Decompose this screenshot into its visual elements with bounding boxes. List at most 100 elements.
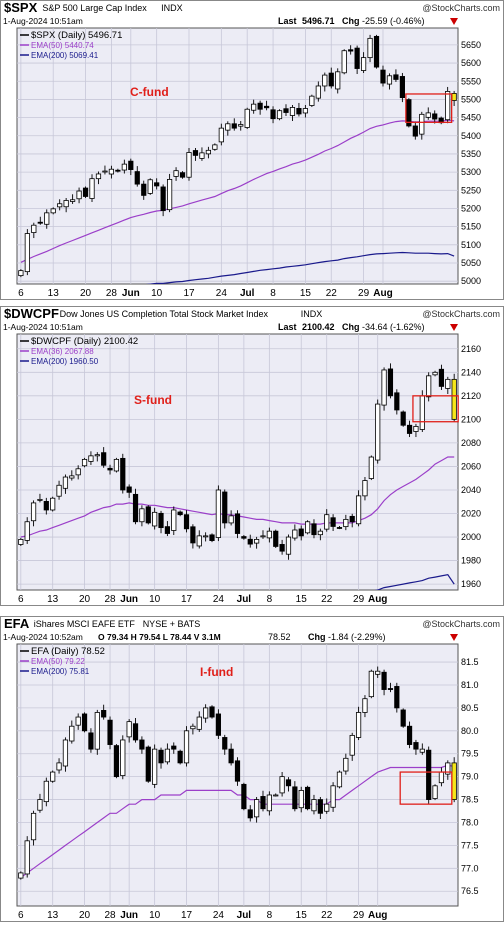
candle: [273, 794, 279, 797]
candle: [30, 502, 37, 522]
candle: [167, 179, 173, 211]
candle: [425, 112, 431, 118]
candle: [328, 72, 334, 87]
candle: [164, 526, 170, 534]
chg-value: -1.84 (-2.29%): [328, 632, 386, 642]
x-tick-label: Aug: [373, 288, 392, 299]
candle: [445, 378, 451, 389]
candle: [375, 403, 381, 461]
candle: [413, 426, 419, 432]
candle: [279, 544, 285, 552]
instrument-name: S&P 500 Large Cap Index: [42, 3, 147, 13]
candle: [94, 712, 100, 750]
candle: [18, 872, 24, 879]
candle: [141, 183, 147, 196]
candle: [354, 47, 360, 69]
x-tick-label: Jul: [237, 594, 252, 605]
y-tick-label: 2120: [461, 391, 481, 401]
candle: [164, 748, 170, 763]
y-tick-label: 79.0: [461, 772, 479, 782]
candle: [283, 108, 289, 113]
candle: [139, 739, 145, 750]
candle: [266, 794, 272, 812]
candle: [56, 484, 62, 497]
x-tick-label: 10: [151, 288, 163, 299]
candle: [373, 35, 380, 68]
candle: [196, 716, 202, 730]
candle: [451, 93, 457, 101]
candle: [205, 149, 212, 155]
candle: [50, 208, 56, 214]
x-tick-label: Aug: [368, 594, 387, 605]
candle: [324, 803, 330, 812]
y-tick-label: 77.0: [461, 863, 479, 873]
candle: [263, 105, 270, 109]
candle: [177, 750, 183, 764]
candle: [234, 513, 241, 534]
candle: [413, 742, 419, 750]
candle: [190, 526, 196, 544]
candle: [298, 528, 304, 537]
candle: [238, 124, 244, 127]
candle: [94, 454, 100, 457]
x-tick-label: Jun: [122, 288, 140, 299]
candle: [257, 102, 263, 110]
candle: [56, 762, 62, 771]
candle: [222, 491, 228, 524]
candle: [445, 762, 451, 775]
last-value: 2100.42: [302, 322, 335, 332]
candle: [82, 187, 89, 197]
fund-annotation: I-fund: [200, 665, 233, 679]
candle: [231, 123, 237, 129]
candle: [120, 457, 126, 491]
ema200-line: [374, 574, 455, 590]
chg-label: Chg: [308, 632, 326, 642]
candle: [419, 395, 425, 430]
candle: [81, 458, 88, 467]
candle: [199, 152, 205, 159]
candle: [451, 378, 457, 420]
candle: [375, 670, 381, 675]
candle: [360, 57, 367, 71]
candle: [75, 468, 81, 476]
candle: [101, 709, 107, 718]
candle: [186, 152, 192, 178]
candle: [362, 480, 368, 497]
legend-entry: EMA(200) 75.81: [31, 667, 90, 676]
candle: [367, 37, 373, 59]
candle: [432, 785, 438, 799]
chart-panel-spx: $SPX S&P 500 Large Cap Index INDX @StockCha…: [0, 0, 504, 300]
chart-panel-dwcpf: $DWCPF Dow Jones US Completion Total Stoc…: [0, 306, 504, 606]
y-tick-label: 5150: [461, 222, 481, 232]
candle: [228, 748, 234, 764]
x-tick-label: 28: [106, 288, 118, 299]
candle: [24, 521, 30, 541]
candle: [228, 515, 234, 524]
x-tick-label: 22: [326, 288, 338, 299]
candle: [126, 721, 132, 738]
candle: [368, 456, 374, 479]
x-tick-label: 17: [183, 288, 195, 299]
candle: [394, 392, 400, 411]
candle: [432, 371, 438, 376]
candle: [381, 369, 387, 406]
candle: [336, 771, 343, 788]
candle: [63, 200, 69, 208]
exchange-label: NYSE + BATS: [143, 619, 201, 629]
legend-entry: EMA(50) 5440.74: [31, 41, 94, 50]
y-tick-label: 80.5: [461, 703, 479, 713]
y-tick-label: 81.0: [461, 680, 479, 690]
x-tick-label: 29: [358, 288, 370, 299]
y-tick-label: 5600: [461, 58, 481, 68]
y-tick-label: 5650: [461, 40, 481, 50]
candle: [343, 518, 349, 528]
candle: [355, 712, 362, 738]
legend-entry: EMA(200) 1960.50: [31, 357, 99, 366]
candle: [349, 734, 355, 756]
candle: [24, 840, 30, 875]
plot-area: [16, 27, 459, 285]
ema50-line: [20, 119, 455, 263]
candle: [419, 748, 425, 753]
candle: [270, 109, 276, 120]
x-tick-label: 13: [47, 910, 59, 921]
